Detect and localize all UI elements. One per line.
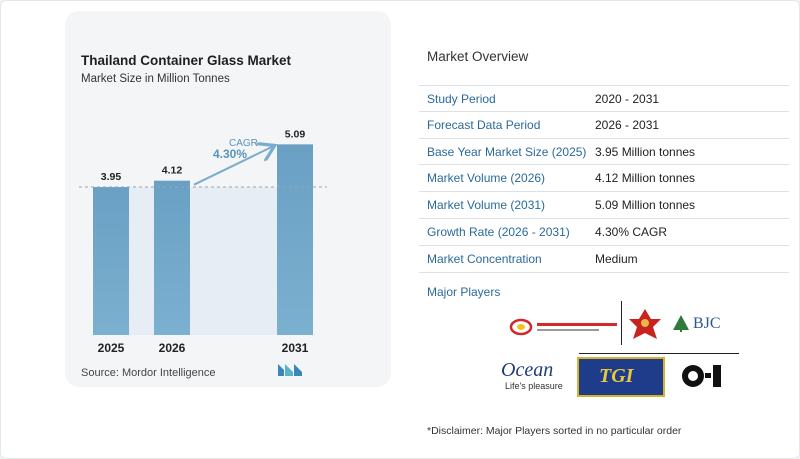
ocean-logo: Ocean	[501, 359, 554, 381]
value-label-2025: 3.95	[101, 171, 122, 183]
cagr-value: 4.30%	[213, 147, 247, 161]
garuda-emblem-logo	[629, 309, 661, 339]
overview-row: Base Year Market Size (2025) 3.95 Millio…	[419, 139, 789, 166]
bar-chart: 3.95 2025 4.12 2026 5.09 2031 CAGR 4.30%	[79, 128, 327, 355]
ocean-tagline: Life's pleasure	[505, 381, 563, 391]
overview-label: Base Year Market Size (2025)	[427, 144, 587, 159]
bar-2031	[277, 144, 313, 335]
bar-2025	[93, 187, 129, 335]
overview-label: Study Period	[427, 92, 496, 106]
overview-value: Medium	[595, 251, 638, 266]
overview-value: 4.12 Million tonnes	[595, 171, 696, 186]
overview-row: Market Volume (2031) 5.09 Million tonnes	[419, 192, 789, 219]
overview-table: Study Period 2020 - 2031 Forecast Data P…	[419, 85, 789, 273]
bjc-logo: BJC	[693, 315, 721, 332]
overview-value: 2020 - 2031	[595, 92, 660, 106]
mordor-intelligence-logo	[278, 364, 302, 376]
chart-title: Thailand Container Glass Market	[81, 53, 292, 68]
overview-value: 4.30% CAGR	[595, 224, 668, 239]
overview-label: Market Volume (2031)	[427, 198, 546, 213]
overview-row: Growth Rate (2026 - 2031) 4.30% CAGR	[419, 219, 789, 246]
bjc-tree-icon	[673, 315, 689, 332]
overview-row: Study Period 2020 - 2031	[419, 85, 789, 112]
overview-value: 5.09 Million tonnes	[595, 198, 696, 213]
divider	[621, 301, 622, 345]
thai-glass-company-logo	[509, 318, 617, 336]
overview-label: Growth Rate (2026 - 2031)	[427, 224, 570, 239]
category-label-2026: 2026	[159, 341, 186, 355]
players-logos: BJC Ocean Life's pleasure TGI	[501, 301, 741, 397]
bar-2026	[154, 180, 190, 335]
category-label-2025: 2025	[98, 341, 125, 355]
value-label-2031: 5.09	[285, 128, 306, 140]
overview-value: 2026 - 2031	[595, 117, 660, 132]
source-text: Source: Mordor Intelligence	[81, 367, 216, 379]
divider	[579, 353, 739, 354]
overview-row: Market Concentration Medium	[419, 246, 789, 273]
overview-row: Forecast Data Period 2026 - 2031	[419, 112, 789, 139]
overview-title: Market Overview	[427, 49, 529, 64]
tgi-logo: TGI	[599, 365, 634, 387]
tgi-logo-box: TGI	[577, 357, 665, 397]
oi-logo	[682, 365, 721, 387]
cagr-label: CAGR	[229, 138, 258, 149]
cagr-arrow	[193, 146, 273, 186]
players-title: Major Players	[427, 285, 501, 299]
overview-value: 3.95 Million tonnes	[595, 144, 696, 159]
category-label-2031: 2031	[282, 341, 309, 355]
overview-row: Market Volume (2026) 4.12 Million tonnes	[419, 165, 789, 193]
value-label-2026: 4.12	[162, 165, 183, 177]
chart-subtitle: Market Size in Million Tonnes	[81, 73, 230, 85]
overview-label: Market Concentration	[427, 251, 542, 266]
disclaimer: *Disclaimer: Major Players sorted in no …	[427, 425, 682, 437]
overview-label: Forecast Data Period	[427, 117, 541, 132]
overview-label: Market Volume (2026)	[427, 171, 546, 186]
baseline-band	[93, 187, 313, 335]
